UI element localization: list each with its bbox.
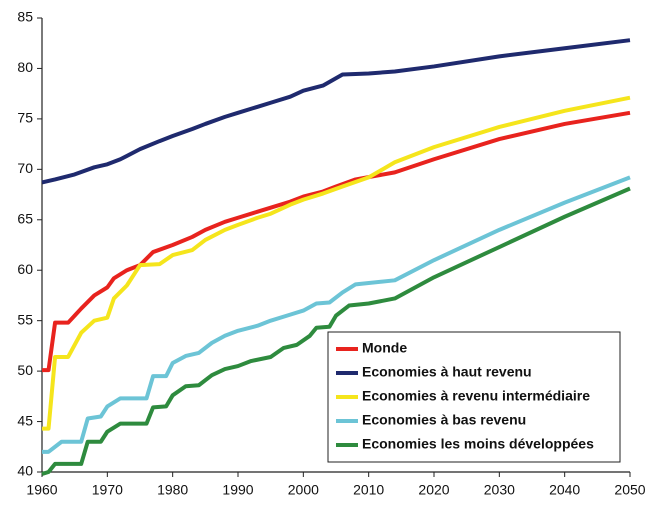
x-tick-label: 2000 [288, 482, 319, 498]
legend-label: Monde [362, 340, 407, 356]
y-tick-label: 65 [17, 210, 33, 226]
x-tick-label: 2020 [418, 482, 449, 498]
series-line [41, 38, 631, 185]
x-tick-label: 1970 [92, 482, 123, 498]
x-tick-label: 1980 [157, 482, 188, 498]
y-tick-label: 70 [17, 160, 33, 176]
series-line [42, 95, 631, 431]
legend-box [327, 331, 621, 463]
y-tick-label: 50 [17, 362, 33, 378]
x-tick-label: 1990 [222, 482, 253, 498]
x-tick-label: 2040 [549, 482, 580, 498]
legend-label: Economies à bas revenu [362, 412, 526, 428]
y-tick-label: 85 [17, 9, 33, 25]
y-tick-label: 55 [17, 311, 33, 327]
x-tick-label: 2010 [353, 482, 384, 498]
y-tick-label: 45 [17, 412, 33, 428]
legend: Monde Economies à haut revenu Economies à … [327, 331, 621, 463]
y-tick-label: 40 [17, 463, 33, 479]
legend-label: Economies à haut revenu [362, 364, 532, 380]
series-line [42, 175, 631, 454]
legend-label: Economies les moins développées [362, 436, 594, 452]
y-tick-label: 80 [17, 59, 33, 75]
x-tick-label: 2050 [614, 482, 645, 498]
y-tick-label: 60 [17, 261, 33, 277]
legend-label: Economies à revenu intermédiaire [362, 388, 590, 404]
series-line [41, 186, 631, 476]
y-tick-label: 75 [17, 110, 33, 126]
x-tick-label: 1960 [26, 482, 57, 498]
x-tick-label: 2030 [484, 482, 515, 498]
